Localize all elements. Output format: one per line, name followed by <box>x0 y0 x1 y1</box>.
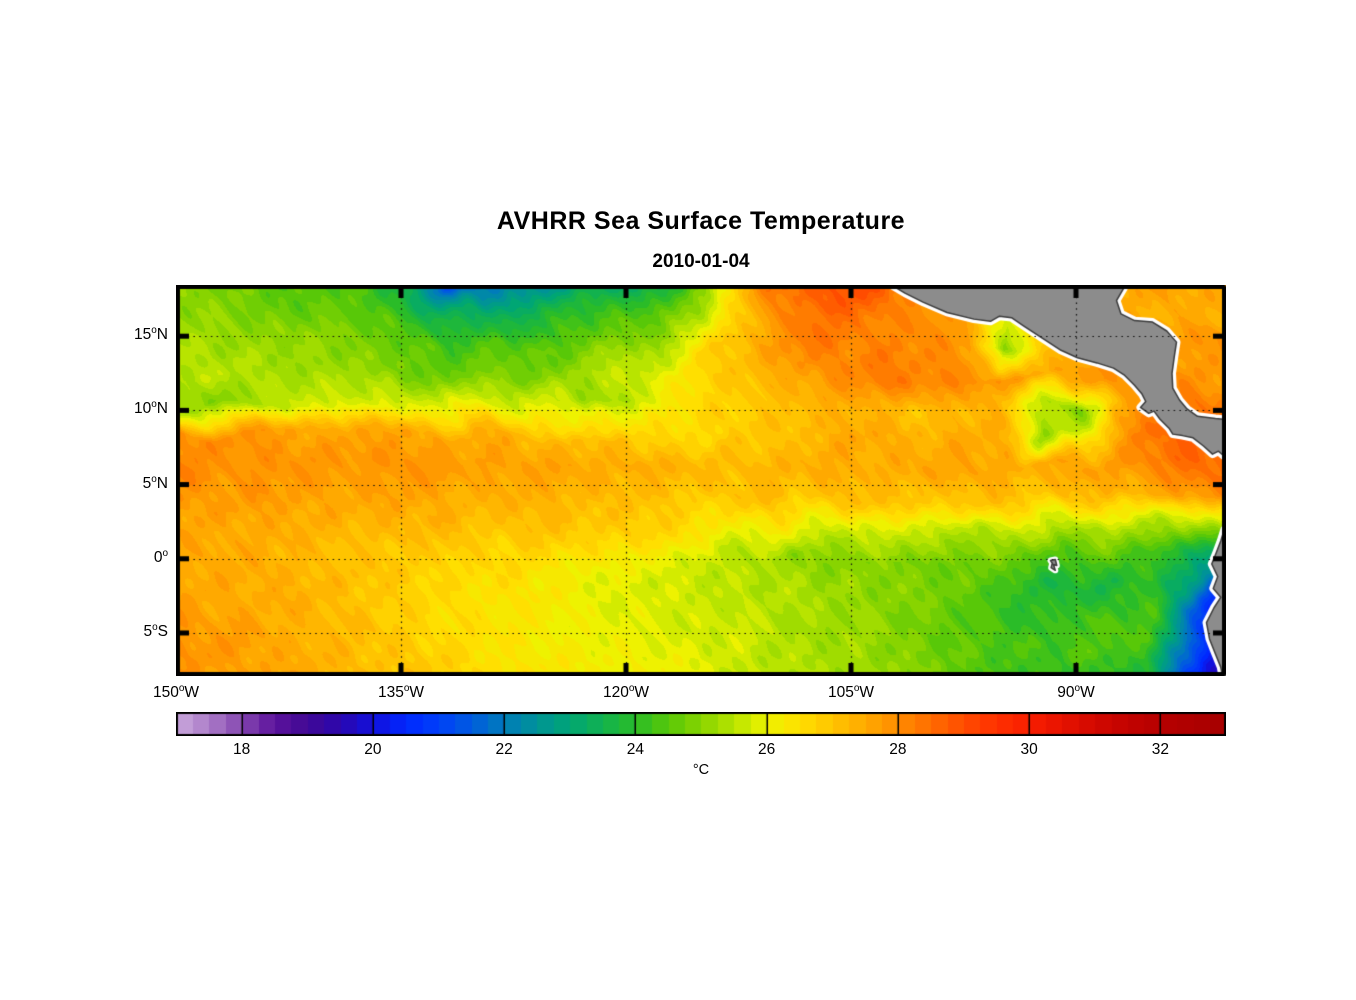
y-axis-tick-label: 0o <box>153 547 168 566</box>
y-axis-tick-label: 10oN <box>133 399 168 418</box>
colorbar-tick-label: 24 <box>626 741 644 758</box>
colorbar-tick-label: 26 <box>758 741 776 758</box>
x-axis-tick-label: 90oW <box>1057 683 1095 702</box>
colorbar-unit-label: °C <box>692 762 710 778</box>
figure-title: AVHRR Sea Surface Temperature <box>496 207 906 235</box>
y-axis-tick-label: 5oN <box>142 473 168 492</box>
y-axis-tick-label: 5oS <box>143 621 168 640</box>
colorbar-tick-label: 30 <box>1020 741 1038 758</box>
colorbar-canvas <box>176 712 1226 736</box>
colorbar-tick-label: 18 <box>233 741 251 758</box>
x-axis-tick-label: 150oW <box>152 683 200 702</box>
colorbar-tick-label: 20 <box>364 741 382 758</box>
figure-date-subtitle: 2010-01-04 <box>652 251 750 272</box>
y-axis-tick-label: 15oN <box>133 325 168 344</box>
x-axis-tick-label: 105oW <box>827 683 875 702</box>
sst-map-canvas <box>176 285 1226 676</box>
colorbar-tick-label: 22 <box>495 741 513 758</box>
x-axis-tick-label: 135oW <box>377 683 425 702</box>
x-axis-tick-label: 120oW <box>602 683 650 702</box>
colorbar-tick-label: 32 <box>1151 741 1169 758</box>
colorbar-tick-label: 28 <box>889 741 907 758</box>
